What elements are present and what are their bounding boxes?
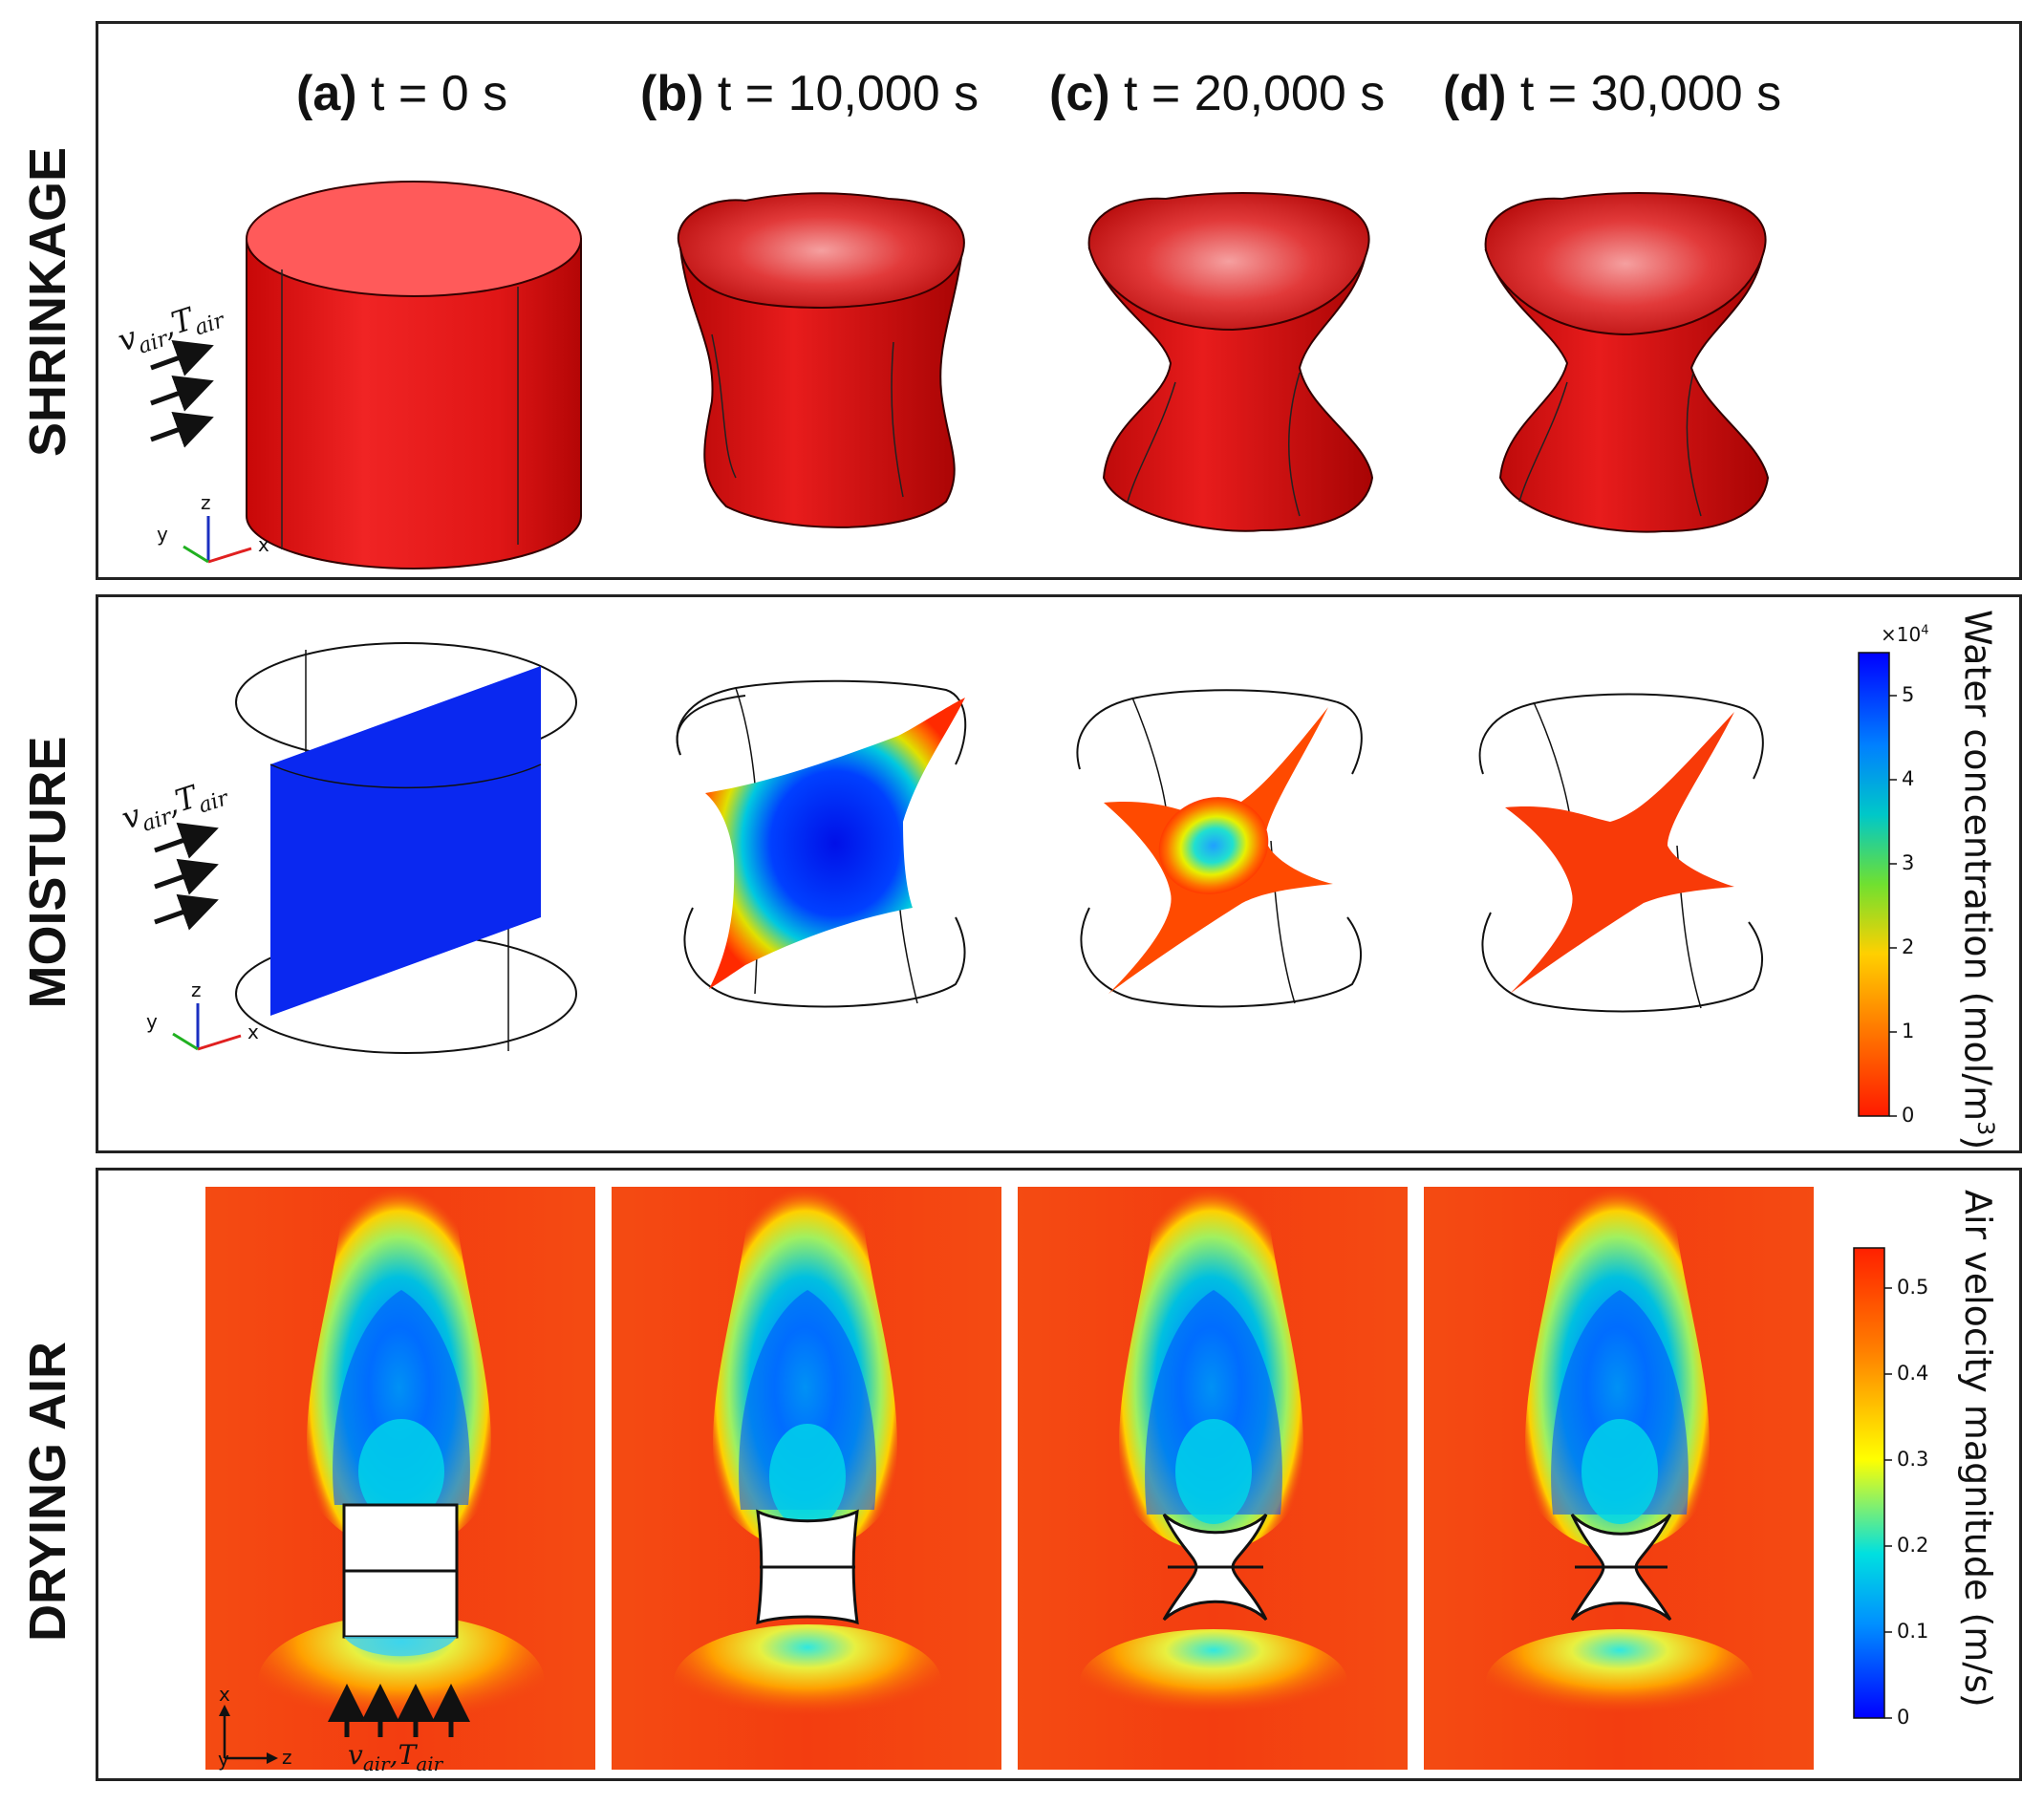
title-d: (d) t = 30,000 s — [1443, 66, 1782, 121]
moisture-colorbar-title: Water concentration (mol/m3) — [1956, 610, 1999, 1150]
svg-text:y: y — [218, 1748, 229, 1771]
air-colorbar-ticks — [1884, 1287, 1892, 1719]
svg-text:x: x — [247, 1021, 259, 1043]
air-tick-0: 0 — [1897, 1706, 1910, 1729]
title-c: (c) t = 20,000 s — [1049, 66, 1386, 121]
moisture-sample-a — [235, 642, 577, 1054]
moisture-colorbar-ticks — [1889, 695, 1897, 1117]
shrinkage-sample-b — [677, 192, 965, 528]
moisture-tick-5: 5 — [1902, 683, 1915, 706]
title-b: (b) t = 10,000 s — [640, 66, 979, 121]
svg-text:y: y — [157, 523, 168, 546]
title-a: (a) t = 0 s — [296, 66, 508, 121]
air-tick-2: 0.2 — [1897, 1534, 1929, 1557]
inflow-indicator-shrinkage: vair,Tair — [114, 291, 229, 448]
inflow-indicator-moisture: vair,Tair — [118, 769, 233, 931]
moisture-tick-3: 3 — [1902, 851, 1915, 874]
moisture-tick-0: 0 — [1902, 1104, 1915, 1127]
air-field-d — [1424, 1187, 1814, 1770]
inflow-label-moisture: vair,Tair — [118, 769, 233, 843]
air-tick-3: 0.3 — [1897, 1448, 1929, 1471]
shrinkage-sample-a — [246, 181, 582, 569]
air-tick-1: 0.1 — [1897, 1620, 1929, 1643]
moisture-colorbar — [1858, 652, 1890, 1117]
svg-text:x: x — [219, 1683, 230, 1706]
axes-triad-shrinkage: z x y — [157, 491, 269, 564]
moisture-colorbar-multiplier: ×104 — [1881, 623, 1929, 646]
air-colorbar — [1853, 1247, 1885, 1719]
air-colorbar-title: Air velocity magnitude (m/s) — [1957, 1190, 1999, 1708]
air-tick-4: 0.4 — [1897, 1362, 1929, 1385]
svg-text:x: x — [258, 533, 269, 556]
inflow-label-air: vair,Tair — [348, 1739, 444, 1775]
svg-text:z: z — [282, 1746, 292, 1769]
air-tick-5: 0.5 — [1897, 1276, 1929, 1299]
axes-triad-moisture: z x y — [146, 978, 259, 1051]
air-field-a — [205, 1187, 595, 1770]
air-field-b — [612, 1187, 1001, 1770]
svg-text:y: y — [146, 1010, 158, 1033]
shrinkage-sample-d — [1484, 192, 1770, 533]
svg-text:z: z — [201, 491, 211, 514]
svg-text:z: z — [191, 978, 202, 1001]
inflow-label-shrinkage: vair,Tair — [114, 291, 229, 365]
moisture-sample-d — [1478, 693, 1764, 1013]
moisture-sample-c — [1076, 689, 1363, 1008]
axes-2d-air: x z y — [218, 1683, 292, 1771]
inflow-indicator-air: vair,Tair — [328, 1684, 470, 1775]
moisture-tick-2: 2 — [1902, 935, 1915, 958]
moisture-sample-b — [676, 679, 967, 1008]
moisture-tick-4: 4 — [1902, 767, 1915, 790]
shrinkage-sample-c — [1087, 192, 1374, 532]
moisture-tick-1: 1 — [1902, 1020, 1915, 1042]
air-field-c — [1018, 1187, 1408, 1770]
